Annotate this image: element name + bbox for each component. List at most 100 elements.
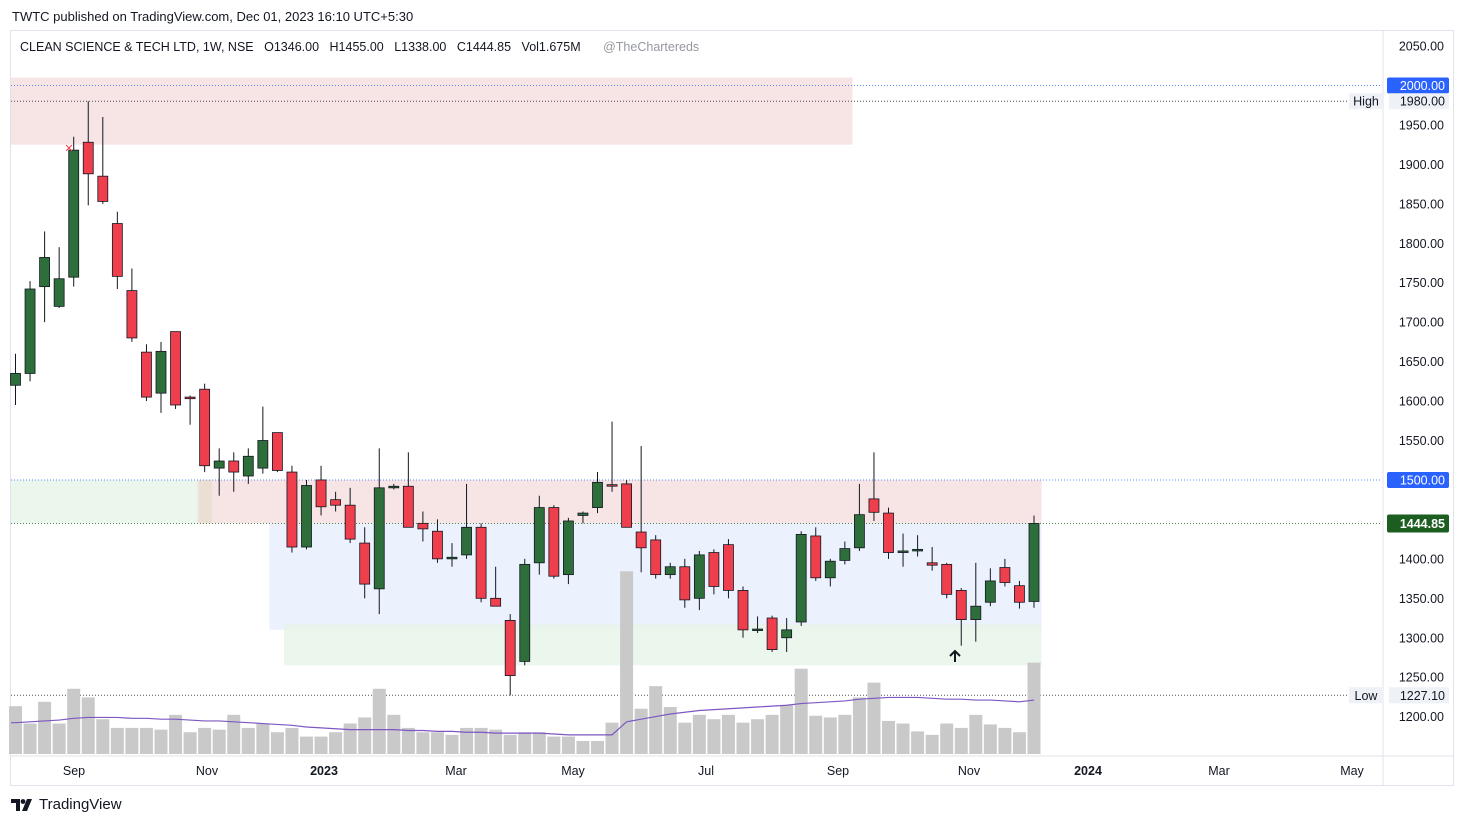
volume-bar (169, 714, 183, 754)
candle-body (592, 481, 603, 508)
volume-bar (823, 717, 837, 754)
candle (490, 566, 502, 607)
y-tick-label: 1350.00 (1399, 592, 1444, 606)
candle (170, 331, 181, 409)
published-header: TWTC published on TradingView.com, Dec 0… (12, 9, 414, 24)
volume-bar (911, 731, 925, 754)
volume-bar (125, 727, 139, 754)
y-tick-label: 1700.00 (1399, 316, 1444, 330)
candle-body (475, 526, 487, 599)
y-tick-label: 1800.00 (1399, 237, 1444, 251)
volume-bar (401, 727, 415, 754)
legend-high: H1455.00 (329, 40, 384, 54)
price-marker: Low 1227.10 (1349, 687, 1449, 704)
candle (548, 505, 560, 579)
candle-body (548, 507, 560, 577)
volume-bar (591, 740, 604, 754)
candle (664, 562, 676, 579)
volume-bar (561, 736, 575, 754)
price-markers-layer: 2000.00 High 1980.00 1500.00 1444.85 Low 1227.… (1349, 77, 1449, 704)
chart-frame[interactable] (10, 30, 1454, 786)
volume-ma-line (11, 696, 1035, 736)
volume-bar (489, 729, 503, 754)
volume-bar (620, 571, 634, 754)
candle-body (955, 590, 967, 621)
volume-bar (430, 732, 444, 754)
zone-demand-left (11, 479, 198, 524)
y-tick-label: 1300.00 (1399, 631, 1444, 645)
volume-bar (707, 719, 721, 754)
candle-body (315, 479, 327, 508)
candle (446, 543, 458, 567)
candle (53, 247, 65, 308)
candle-body (82, 141, 94, 175)
candle-body (664, 566, 676, 576)
candle-body (490, 597, 502, 607)
price-marker-box (1387, 471, 1449, 488)
candle-body (504, 619, 516, 677)
volume-bar (692, 714, 706, 754)
x-tick-label: 2024 (1074, 764, 1102, 778)
x-tick-label: Sep (827, 764, 849, 778)
volume-bar (212, 729, 226, 754)
candle-body (723, 544, 734, 591)
candle (24, 281, 36, 382)
price-marker-label-box (1349, 93, 1384, 110)
candle (970, 562, 982, 642)
candle-body (301, 485, 312, 548)
candle-body (53, 278, 65, 307)
candle (1014, 580, 1025, 609)
volume-bar (969, 714, 983, 754)
candle-body (912, 548, 923, 552)
candle (635, 446, 647, 573)
volume-bar (445, 734, 459, 754)
volume-bar (634, 708, 648, 754)
price-marker-value: 1444.85 (1400, 517, 1445, 531)
volume-bar (663, 707, 677, 754)
volume-bar (256, 723, 270, 754)
volume-bar (270, 732, 284, 754)
candle (868, 452, 880, 521)
candle (402, 452, 414, 528)
volume-bar (867, 682, 881, 754)
candle-body (213, 460, 225, 469)
price-marker-value: 1980.00 (1400, 95, 1445, 109)
price-marker-box (1387, 77, 1449, 94)
candle (10, 353, 21, 405)
zone-demand-bottom (283, 624, 1042, 666)
volume-bar (1012, 732, 1026, 754)
candle (650, 535, 662, 579)
volume-bar (998, 727, 1012, 754)
candle-body (635, 531, 647, 549)
candle-body (286, 471, 298, 548)
volume-bar (241, 727, 255, 754)
y-tick-label: 1850.00 (1399, 197, 1444, 211)
volume-bar (794, 668, 808, 754)
price-marker: 2000.00 (1387, 77, 1449, 94)
price-marker-label-box (1349, 687, 1384, 704)
candle-body (271, 432, 283, 471)
price-marker: 1500.00 (1387, 471, 1449, 488)
volume-bar (139, 727, 153, 754)
candle-body (432, 530, 443, 560)
candle (301, 479, 312, 550)
price-marker-value: 1500.00 (1400, 473, 1445, 487)
candle-body (752, 628, 763, 631)
volume-bar (285, 727, 299, 754)
volume-bar (110, 727, 124, 754)
candle (228, 452, 240, 492)
candle-body (141, 351, 152, 398)
candle (941, 562, 953, 599)
y-tick-label: 1200.00 (1399, 710, 1444, 724)
candle (533, 495, 545, 575)
candle-body (795, 533, 807, 623)
candle (854, 483, 865, 551)
candle (461, 483, 472, 559)
candle (242, 448, 254, 484)
price-marker-box (1389, 93, 1449, 110)
candle (141, 344, 152, 402)
candle-body (984, 580, 996, 603)
candle (984, 568, 996, 607)
price-marker: High 1980.00 (1349, 93, 1449, 110)
